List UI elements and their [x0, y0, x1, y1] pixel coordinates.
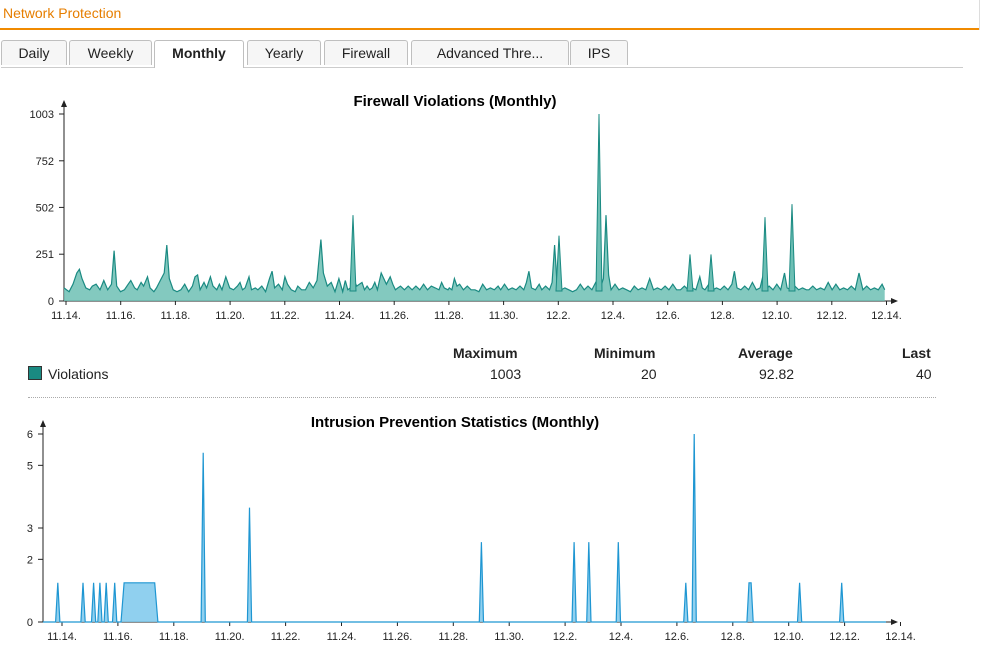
stat-header-minimum: Minimum	[594, 345, 656, 361]
panel-header: Network Protection	[0, 0, 980, 30]
ips-y-tick-label: 5	[27, 460, 33, 472]
ips-x-tick-label: 11.14.	[47, 631, 77, 643]
ips-y-tick-label: 6	[27, 429, 33, 441]
stat-header-last: Last	[902, 345, 931, 361]
fw-x-tick-label: 11.24.	[325, 310, 355, 322]
fw-x-tick-label: 11.14.	[51, 310, 81, 322]
stat-header-maximum: Maximum	[453, 345, 518, 361]
ips-x-tick-label: 11.20.	[215, 631, 245, 643]
panel-title: Network Protection	[3, 5, 122, 21]
ips-x-tick-label: 12.10.	[773, 631, 804, 643]
ips-x-tick-label: 12.8.	[721, 631, 745, 643]
fw-series-line	[63, 215, 886, 295]
fw-y-tick-label: 251	[36, 249, 54, 261]
tab-daily[interactable]: Daily	[1, 40, 67, 65]
fw-x-tick-label: 12.10.	[762, 310, 793, 322]
ips-y-arrow	[40, 420, 46, 427]
firewall-chart-title: Firewall Violations (Monthly)	[353, 93, 556, 110]
stat-value-minimum: 20	[641, 366, 657, 382]
firewall-violations-chart: Firewall Violations (Monthly) 0 251 502 752…	[30, 93, 902, 322]
tab-ips[interactable]: IPS	[570, 40, 628, 65]
fw-x-tick-label: 12.4.	[601, 310, 625, 322]
ips-y-tick-label: 0	[27, 617, 33, 629]
intrusion-prevention-chart: Intrusion Prevention Statistics (Monthly…	[27, 414, 916, 643]
ips-x-tick-label: 11.16.	[103, 631, 133, 643]
fw-spike	[349, 215, 357, 292]
fw-y-tick-label: 1003	[30, 109, 54, 121]
tab-weekly[interactable]: Weekly	[69, 40, 152, 65]
ips-x-tick-label: 11.22.	[271, 631, 301, 643]
fw-spike	[707, 254, 715, 292]
tab-firewall[interactable]: Firewall	[324, 40, 408, 65]
fw-x-tick-label: 12.6.	[655, 310, 679, 322]
ips-x-tick-label: 11.18.	[159, 631, 189, 643]
fw-spike	[595, 113, 603, 292]
fw-y-tick-label: 502	[36, 202, 54, 214]
fw-x-tick-label: 11.20.	[215, 310, 245, 322]
fw-x-arrow	[891, 298, 898, 304]
ips-x-arrow	[891, 619, 898, 625]
ips-x-tick-label: 11.28.	[438, 631, 468, 643]
ips-x-tick-label: 11.26.	[383, 631, 413, 643]
ips-chart-title: Intrusion Prevention Statistics (Monthly…	[311, 414, 599, 431]
stat-value-average: 92.82	[759, 366, 795, 382]
ips-x-tick-label: 11.30.	[494, 631, 524, 643]
fw-x-tick-label: 11.30.	[489, 310, 519, 322]
tab-yearly[interactable]: Yearly	[247, 40, 321, 65]
violations-legend-label: Violations	[48, 366, 109, 382]
stat-value-last: 40	[916, 366, 932, 382]
fw-x-tick-label: 11.18.	[161, 310, 191, 322]
tab-monthly[interactable]: Monthly	[154, 40, 244, 68]
fw-spike	[761, 217, 769, 292]
panel-edge	[979, 0, 980, 30]
fw-x-tick-label: 11.22.	[270, 310, 300, 322]
ips-y-tick-label: 2	[27, 554, 33, 566]
ips-x-tick-label: 11.24.	[327, 631, 357, 643]
fw-x-tick-label: 12.2.	[546, 310, 570, 322]
period-tabs: Daily Weekly Monthly Yearly Firewall Adv…	[1, 40, 963, 68]
fw-x-tick-label: 12.14.	[871, 310, 902, 322]
fw-spike	[686, 254, 694, 292]
ips-x-tick-label: 12.4.	[609, 631, 633, 643]
ips-x-tick-label: 12.14.	[885, 631, 916, 643]
ips-x-tick-label: 12.12.	[829, 631, 860, 643]
fw-x-tick-label: 11.28.	[434, 310, 464, 322]
ips-y-tick-label: 3	[27, 523, 33, 535]
fw-spike	[788, 204, 796, 292]
firewall-stats: Maximum Minimum Average Last Violations …	[0, 340, 984, 388]
violations-legend-swatch	[28, 366, 42, 380]
tab-advanced-threat[interactable]: Advanced Thre...	[411, 40, 569, 65]
fw-x-tick-label: 12.8.	[710, 310, 734, 322]
fw-spike	[555, 235, 563, 292]
stat-header-average: Average	[738, 345, 793, 361]
ips-x-tick-label: 12.2.	[553, 631, 577, 643]
fw-y-tick-label: 0	[48, 296, 54, 308]
ips-x-tick-label: 12.6.	[665, 631, 689, 643]
fw-y-arrow	[61, 100, 67, 107]
section-divider	[28, 397, 936, 398]
fw-y-tick-label: 752	[36, 156, 54, 168]
ips-series-area	[43, 434, 886, 622]
ips-series-line	[43, 433, 886, 623]
fw-x-tick-label: 11.16.	[106, 310, 136, 322]
fw-x-tick-label: 12.12.	[817, 310, 848, 322]
stat-value-maximum: 1003	[490, 366, 522, 382]
fw-series-area	[64, 215, 885, 301]
fw-x-tick-label: 11.26.	[379, 310, 409, 322]
